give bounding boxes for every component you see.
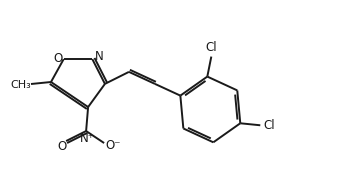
Text: N⁺: N⁺: [80, 132, 95, 145]
Text: Cl: Cl: [263, 119, 275, 132]
Text: N: N: [95, 50, 104, 63]
Text: O: O: [57, 139, 67, 153]
Text: Cl: Cl: [206, 41, 217, 54]
Text: O⁻: O⁻: [105, 138, 121, 152]
Text: CH₃: CH₃: [10, 80, 31, 90]
Text: O: O: [53, 52, 62, 65]
